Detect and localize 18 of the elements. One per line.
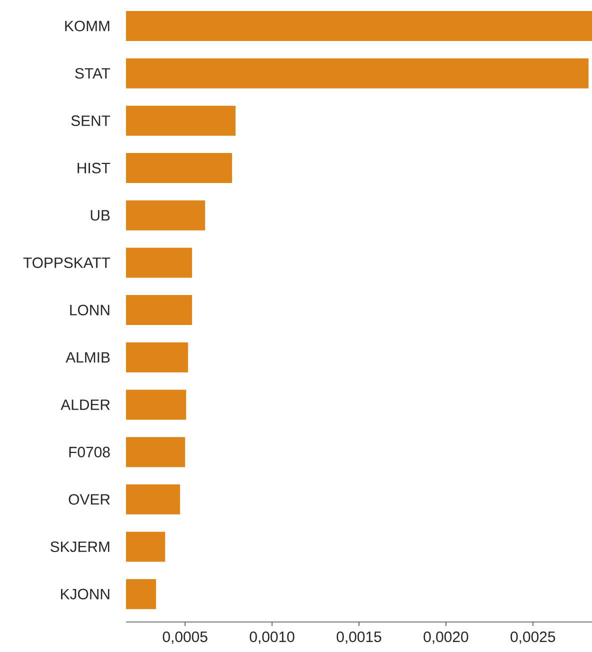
y-tick-label: KOMM <box>65 20 110 32</box>
y-tick-label: KJONN <box>60 588 110 600</box>
y-tick-label: UB <box>90 210 110 221</box>
x-tick-label: 0,0025 <box>510 632 555 644</box>
y-tick-label: LONN <box>70 304 110 316</box>
x-tick-label: 0,0010 <box>250 632 294 644</box>
y-tick-label: SKJERM <box>50 541 110 552</box>
y-tick-label: OVER <box>68 494 110 505</box>
y-tick-label: SENT <box>71 115 110 126</box>
x-tick-label: 0,0020 <box>423 632 468 644</box>
y-tick-label: ALDER <box>60 400 110 410</box>
y-tick-label: TOPPSKATT <box>23 257 110 268</box>
y-tick-label: STAT <box>74 68 110 79</box>
x-tick-label: 0,0015 <box>336 632 382 644</box>
y-tick-label: ALMIB <box>65 352 110 363</box>
y-tick-label: HIST <box>77 162 110 174</box>
y-tick-label: F0708 <box>69 446 110 458</box>
x-tick-label: 0,0005 <box>162 632 208 644</box>
